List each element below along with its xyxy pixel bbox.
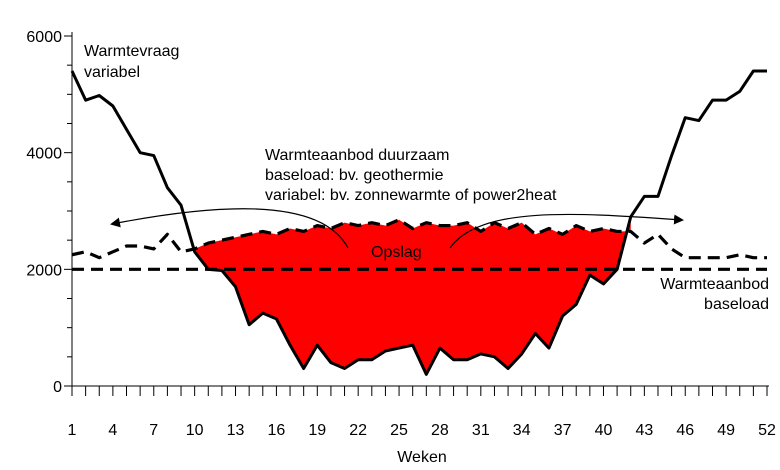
x-tick-label: 10: [186, 422, 204, 439]
x-tick-label: 4: [108, 422, 117, 439]
annotation-baseload-line-1: Warmteaanbod: [660, 276, 769, 293]
annotation-duurzaam-line-2: baseload: bv. geothermie: [265, 167, 444, 184]
annotation-duurzaam-line-3: variabel: bv. zonnewarmte of power2heat: [265, 187, 557, 204]
annotation-baseload: Warmteaanbod baseload: [660, 276, 769, 313]
annotation-duurzaam-line-1: Warmteaanbod duurzaam: [265, 147, 449, 164]
x-tick-label: 49: [717, 422, 735, 439]
x-tick-label: 40: [595, 422, 613, 439]
arrow-left: [110, 208, 349, 249]
x-tick-label: 46: [676, 422, 694, 439]
x-tick-label: 31: [472, 422, 490, 439]
annotation-opslag: Opslag: [371, 244, 422, 261]
annotation-warmtevraag-line-1: Warmtevraag: [84, 43, 179, 60]
opslag-region: [194, 216, 631, 375]
x-tick-label: 28: [431, 422, 449, 439]
x-tick-label: 19: [308, 422, 326, 439]
axes: 0 2000 4000 6000 1 4 7 10 13 16 19 22 25 28 31 34 37 40 43…: [26, 29, 776, 439]
series: [70, 69, 767, 376]
y-tick-label: 6000: [26, 29, 62, 46]
x-tick-label: 52: [758, 422, 776, 439]
y-tick-label: 2000: [26, 262, 62, 279]
x-tick-label: 7: [149, 422, 158, 439]
series-warmtevraag-line: [70, 69, 767, 376]
y-tick-label: 0: [53, 379, 62, 396]
annotation-baseload-line-2: baseload: [704, 296, 769, 313]
x-tick-label: 25: [390, 422, 408, 439]
annotation-duurzaam: Warmteaanbod duurzaam baseload: bv. geot…: [265, 147, 557, 204]
annotation-arrows: [110, 208, 684, 249]
arrow-right: [449, 213, 684, 249]
y-tick-label: 4000: [26, 146, 62, 163]
x-tick-label: 1: [68, 422, 77, 439]
x-tick-label: 34: [513, 422, 531, 439]
series-duurzaam-line: [71, 218, 767, 260]
x-tick-label: 16: [268, 422, 286, 439]
x-tick-label: 43: [635, 422, 653, 439]
x-axis-label: Weken: [397, 449, 447, 466]
x-tick-label: 22: [349, 422, 367, 439]
annotation-warmtevraag: Warmtevraag variabel: [84, 43, 179, 81]
annotation-warmtevraag-line-2: variabel: [84, 64, 140, 81]
x-tick-label: 13: [227, 422, 245, 439]
x-tick-label: 37: [554, 422, 572, 439]
opslag-fill-area: [194, 216, 631, 375]
